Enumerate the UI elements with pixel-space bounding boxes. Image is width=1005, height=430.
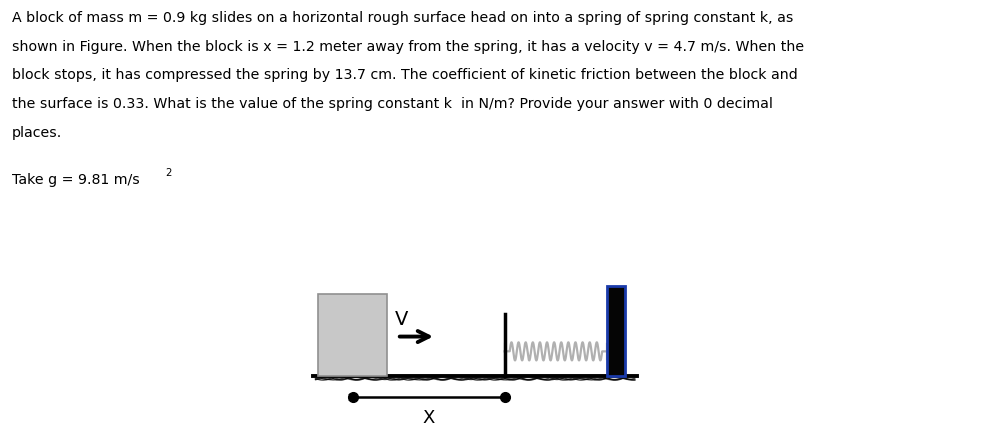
Text: places.: places. <box>12 126 62 140</box>
Text: 2: 2 <box>165 168 171 178</box>
Text: block stops, it has compressed the spring by 13.7 cm. The coefficient of kinetic: block stops, it has compressed the sprin… <box>12 68 798 83</box>
Text: the surface is 0.33. What is the value of the spring constant k  in N/m? Provide: the surface is 0.33. What is the value o… <box>12 97 773 111</box>
Bar <box>318 294 388 376</box>
Text: V: V <box>395 310 408 329</box>
Text: X: X <box>422 409 435 427</box>
Bar <box>607 286 624 376</box>
Text: A block of mass m = 0.9 kg slides on a horizontal rough surface head on into a s: A block of mass m = 0.9 kg slides on a h… <box>12 11 793 25</box>
Text: shown in Figure. When the block is x = 1.2 meter away from the spring, it has a : shown in Figure. When the block is x = 1… <box>12 40 804 54</box>
Text: Take g = 9.81 m/s: Take g = 9.81 m/s <box>12 173 140 187</box>
